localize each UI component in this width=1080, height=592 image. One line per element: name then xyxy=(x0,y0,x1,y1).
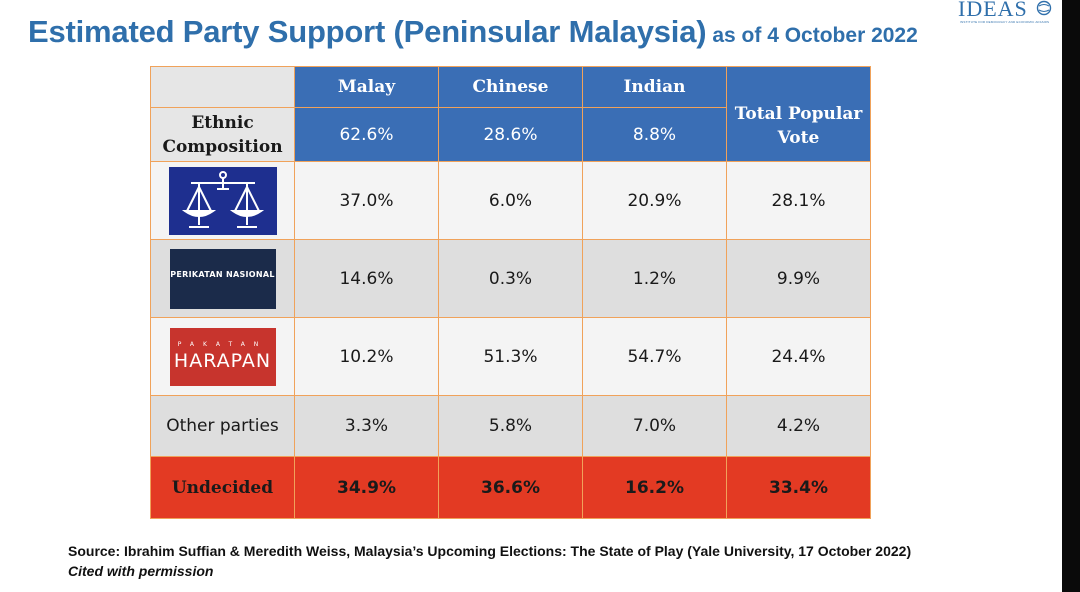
pakatan-harapan-logo-cell: PAKATAN HARAPAN xyxy=(150,317,295,396)
ethnic-malay: 62.6% xyxy=(294,107,439,162)
ideas-logo: IDEAS INSTITUTE FOR DEMOCRACY AND ECONOM… xyxy=(950,0,1060,30)
pn-indian: 1.2% xyxy=(582,239,727,318)
party-support-table: Malay Chinese Indian Total Popular Vote … xyxy=(150,66,871,519)
other-indian: 7.0% xyxy=(582,395,727,457)
pakatan-harapan-logo: PAKATAN HARAPAN xyxy=(169,327,276,386)
table-row-perikatan-nasional: PERIKATAN NASIONAL 14.6% 0.3% 1.2% 9.9% xyxy=(150,239,871,318)
barisan-nasional-scales-icon xyxy=(168,166,277,235)
page-title: Estimated Party Support (Peninsular Mala… xyxy=(28,14,918,50)
ph-total: 24.4% xyxy=(726,317,871,396)
header-row: Malay Chinese Indian Total Popular Vote xyxy=(150,66,871,162)
perikatan-nasional-logo: PERIKATAN NASIONAL xyxy=(169,248,276,309)
header-chinese: Chinese xyxy=(438,66,583,108)
table-row-barisan-nasional: 37.0% 6.0% 20.9% 28.1% xyxy=(150,161,871,240)
header-blank-cell xyxy=(150,66,295,108)
logo-globe-icon xyxy=(1036,0,1052,16)
pn-chinese: 0.3% xyxy=(438,239,583,318)
header-total-popular-vote: Total Popular Vote xyxy=(726,66,871,162)
title-date: as of 4 October 2022 xyxy=(712,24,918,47)
undecided-label: Undecided xyxy=(150,456,295,519)
logo-word: IDEAS xyxy=(958,0,1028,21)
title-main: Estimated Party Support (Peninsular Mala… xyxy=(28,14,707,49)
other-chinese: 5.8% xyxy=(438,395,583,457)
ph-chinese: 51.3% xyxy=(438,317,583,396)
ph-malay: 10.2% xyxy=(294,317,439,396)
logo-tagline: INSTITUTE FOR DEMOCRACY AND ECONOMIC AFF… xyxy=(960,20,1050,24)
header-indian: Indian xyxy=(582,66,727,108)
cited-note: Cited with permission xyxy=(68,563,214,579)
undecided-malay: 34.9% xyxy=(294,456,439,519)
table-row-pakatan-harapan: PAKATAN HARAPAN 10.2% 51.3% 54.7% 24.4% xyxy=(150,317,871,396)
window-edge xyxy=(1062,0,1080,592)
other-malay: 3.3% xyxy=(294,395,439,457)
header-malay: Malay xyxy=(294,66,439,108)
ethnic-chinese: 28.6% xyxy=(438,107,583,162)
perikatan-nasional-logo-cell: PERIKATAN NASIONAL xyxy=(150,239,295,318)
other-total: 4.2% xyxy=(726,395,871,457)
bn-total: 28.1% xyxy=(726,161,871,240)
ethnic-composition-label: Ethnic Composition xyxy=(150,107,295,162)
ethnic-composition-row: Ethnic Composition 62.6% 28.6% 8.8% xyxy=(150,107,871,162)
bn-chinese: 6.0% xyxy=(438,161,583,240)
undecided-indian: 16.2% xyxy=(582,456,727,519)
ph-indian: 54.7% xyxy=(582,317,727,396)
barisan-nasional-logo-cell xyxy=(150,161,295,240)
table-row-other-parties: Other parties 3.3% 5.8% 7.0% 4.2% xyxy=(150,395,871,457)
ethnic-indian: 8.8% xyxy=(582,107,727,162)
undecided-chinese: 36.6% xyxy=(438,456,583,519)
source-note: Source: Ibrahim Suffian & Meredith Weiss… xyxy=(68,543,912,559)
pakatan-harapan-logo-small: PAKATAN xyxy=(177,340,268,348)
undecided-total: 33.4% xyxy=(726,456,871,519)
bn-malay: 37.0% xyxy=(294,161,439,240)
pakatan-harapan-logo-big: HARAPAN xyxy=(173,349,272,372)
other-parties-label: Other parties xyxy=(150,395,295,457)
pn-malay: 14.6% xyxy=(294,239,439,318)
pn-total: 9.9% xyxy=(726,239,871,318)
table-row-undecided: Undecided 34.9% 36.6% 16.2% 33.4% xyxy=(150,456,871,519)
bn-indian: 20.9% xyxy=(582,161,727,240)
